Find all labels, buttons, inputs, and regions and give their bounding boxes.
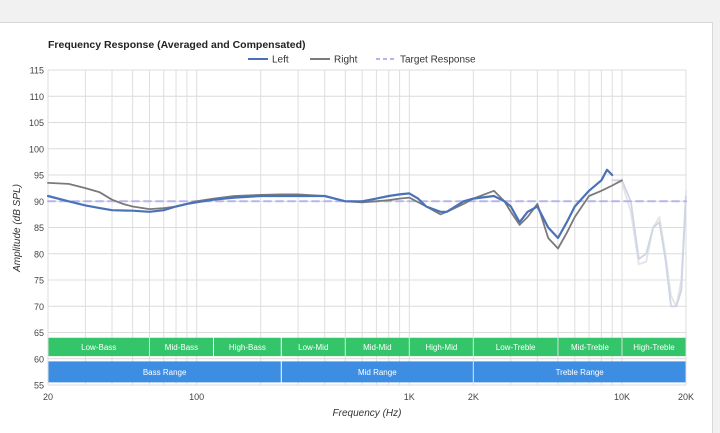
y-tick-label: 70	[34, 302, 44, 312]
x-tick-label: 1K	[404, 392, 415, 402]
series-line	[46, 168, 614, 240]
frequency-band-label: Bass Range	[143, 368, 187, 377]
y-axis-label: Amplitude (dB SPL)	[12, 184, 23, 273]
y-tick-label: 80	[34, 249, 44, 259]
frequency-band	[558, 337, 622, 357]
frequency-band	[473, 361, 686, 383]
x-tick-label: 20K	[678, 392, 694, 402]
chart-title: Frequency Response (Averaged and Compens…	[48, 39, 306, 51]
frequency-band-label: Mid-Mid	[363, 343, 391, 352]
y-tick-label: 85	[34, 223, 44, 233]
frequency-bands: Low-Bass Mid-Bass High-Bass Low-Mid Mid-Mid H…	[48, 337, 686, 383]
chart-grid	[47, 69, 687, 386]
frequency-band	[622, 337, 686, 357]
frequency-band	[48, 337, 149, 357]
frequency-band	[409, 337, 473, 357]
frequency-band	[473, 337, 558, 357]
frequency-band	[281, 361, 473, 383]
series-line	[611, 179, 687, 308]
x-tick-label: 20	[43, 392, 53, 402]
x-tick-label: 2K	[468, 392, 479, 402]
frequency-band	[48, 361, 281, 383]
x-tick-label: 100	[189, 392, 204, 402]
y-tick-label: 75	[34, 276, 44, 286]
chart-legend: Left Right Target Response	[248, 55, 476, 66]
series-line	[47, 179, 623, 250]
frequency-band-label: Mid-Treble	[571, 343, 609, 352]
frequency-band-label: Low-Bass	[81, 343, 116, 352]
y-tick-label: 100	[29, 144, 44, 154]
chart-axes: 55 60 65 70 75 80 85 90 95 100 105 110 115 20 100 1K 2K 1…	[29, 66, 694, 403]
y-tick-label: 115	[30, 66, 44, 76]
y-tick-label: 65	[34, 328, 44, 338]
frequency-band-label: High-Mid	[425, 343, 457, 352]
frequency-band-label: High-Bass	[229, 343, 266, 352]
y-tick-label: 95	[34, 171, 44, 181]
frequency-band-label: Mid Range	[358, 368, 397, 377]
frequency-band-label: Low-Treble	[496, 343, 536, 352]
y-tick-label: 110	[30, 92, 44, 102]
legend-label: Left	[272, 55, 289, 66]
legend-label: Right	[334, 55, 358, 66]
x-tick-label: 10K	[614, 392, 630, 402]
chart-series	[46, 168, 687, 308]
frequency-band-label: High-Treble	[633, 343, 675, 352]
frequency-band	[149, 337, 213, 357]
y-tick-label: 90	[34, 197, 44, 207]
frequency-band	[345, 337, 409, 357]
legend-label: Target Response	[400, 55, 476, 66]
frequency-band	[281, 337, 345, 357]
frequency-band	[213, 337, 281, 357]
frequency-band-label: Low-Mid	[298, 343, 328, 352]
frequency-band-label: Treble Range	[556, 368, 605, 377]
y-tick-label: 105	[29, 118, 44, 128]
frequency-band-label: Mid-Bass	[165, 343, 198, 352]
y-tick-label: 55	[34, 381, 44, 391]
x-axis-label: Frequency (Hz)	[333, 408, 402, 419]
y-tick-label: 60	[34, 354, 44, 364]
